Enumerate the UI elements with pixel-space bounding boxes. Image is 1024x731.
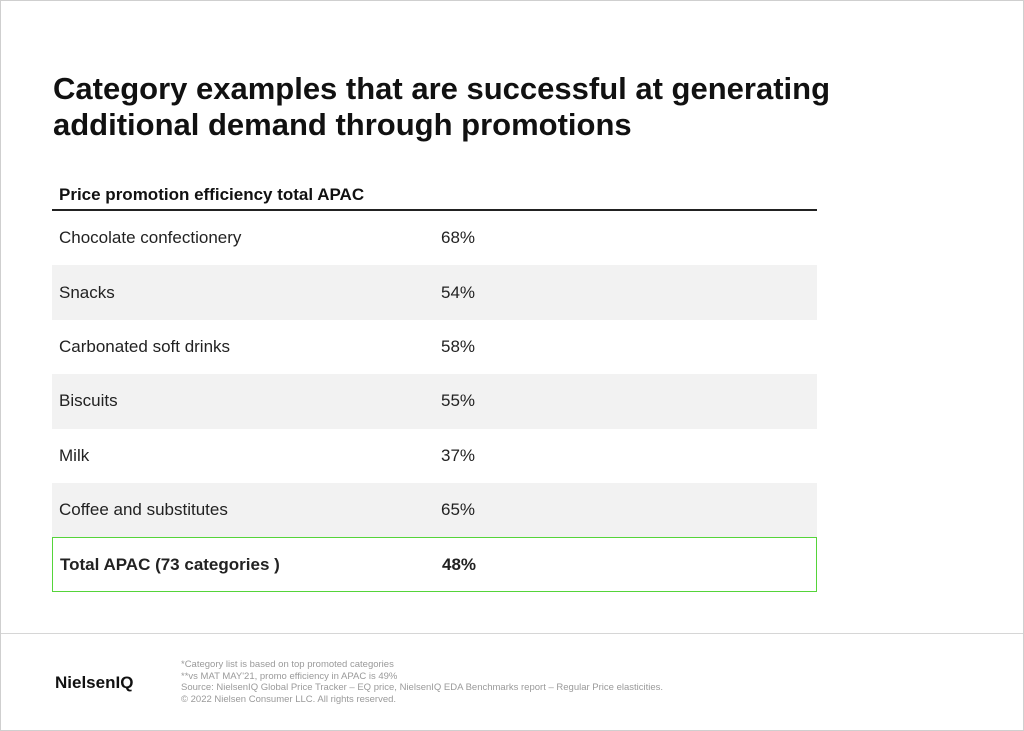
value-cell: 65% — [441, 500, 476, 520]
total-row: Total APAC (73 categories ) 48% — [52, 537, 817, 592]
table-row: Chocolate confectionery 68% — [52, 211, 817, 265]
value-cell: 55% — [441, 391, 476, 411]
value-cell: 48% — [442, 554, 477, 574]
table-row: Milk 37% — [52, 429, 817, 483]
category-cell: Snacks — [59, 282, 115, 302]
category-cell: Carbonated soft drinks — [59, 336, 231, 356]
footnote: *Category list is based on top promoted … — [181, 659, 394, 670]
value-cell: 37% — [441, 445, 476, 465]
table-row: Coffee and substitutes 65% — [52, 482, 817, 538]
table-row: Biscuits 55% — [52, 374, 817, 429]
table-heading: Price promotion efficiency total APAC — [52, 181, 817, 211]
logo: NielsenIQ — [55, 673, 134, 692]
category-cell: Coffee and substitutes — [59, 500, 228, 520]
category-cell: Chocolate confectionery — [59, 228, 242, 248]
table-row: Snacks 54% — [52, 265, 817, 320]
category-cell: Biscuits — [59, 391, 118, 411]
table-body: Chocolate confectionery 68% Snacks 54% Carbo… — [52, 211, 817, 592]
category-cell: Total APAC (73 categories ) — [60, 554, 280, 574]
value-cell: 54% — [441, 282, 476, 302]
footnote: © 2022 Nielsen Consumer LLC. All rights … — [181, 693, 397, 705]
table: Price promotion efficiency total APAC Ch… — [52, 181, 817, 592]
footnote: Source: NielsenIQ Global Price Tracker –… — [181, 682, 664, 693]
table-row: Carbonated soft drinks 58% — [52, 320, 817, 374]
footnotes: *Category list is based on top promoted … — [181, 659, 663, 705]
footnote: **vs MAT MAY'21, promo efficiency in APA… — [181, 670, 398, 682]
title: Category examples that are successful at… — [53, 71, 831, 142]
category-cell: Milk — [59, 445, 90, 465]
divider — [1, 633, 1023, 634]
value-cell: 68% — [441, 228, 476, 248]
value-cell: 58% — [441, 336, 476, 356]
